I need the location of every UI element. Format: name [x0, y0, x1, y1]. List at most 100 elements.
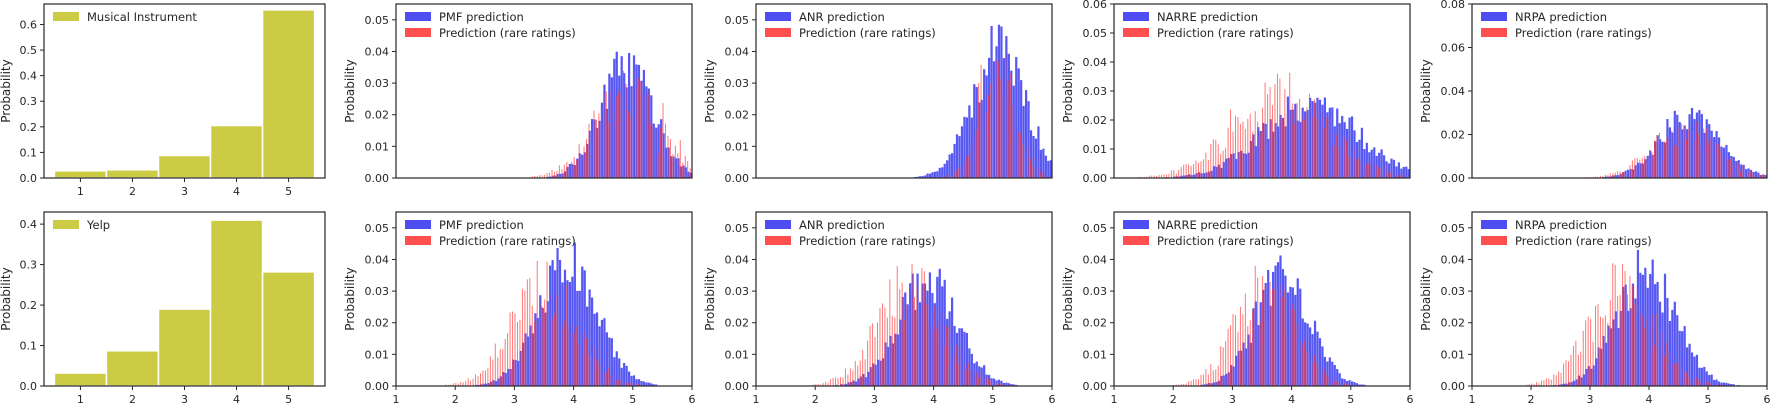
bar-4-s2-16 — [1153, 175, 1155, 178]
bar-10-s2-43 — [1577, 354, 1579, 386]
legend-swatch — [53, 220, 79, 229]
bar-8-s2-58 — [899, 289, 901, 386]
bar-4-s2-63 — [1269, 86, 1271, 178]
bar-5-s2-110 — [1742, 166, 1744, 178]
bar-5-s2-103 — [1725, 157, 1727, 178]
bar-10-s1-84 — [1678, 330, 1681, 386]
xtick-label: 2 — [1170, 393, 1177, 404]
bar-2-s1-85 — [605, 108, 609, 178]
bar-10-s2-62 — [1624, 270, 1626, 386]
bar-10-s1-72 — [1649, 273, 1652, 386]
bar-4-s1-57 — [1254, 146, 1257, 178]
ytick-label: 0.02 — [365, 109, 390, 122]
bar-7-s1-76 — [583, 270, 586, 386]
bar-10-s1-58 — [1614, 311, 1617, 386]
bar-9-s2-46 — [1227, 328, 1229, 386]
bar-7-s1-35 — [482, 383, 485, 386]
bar-9-s2-80 — [1311, 361, 1313, 386]
bar-7-s2-60 — [544, 299, 546, 386]
bar-10-s2-61 — [1622, 263, 1624, 386]
bar-8-s2-28 — [825, 381, 827, 386]
bar-4-s1-86 — [1326, 112, 1329, 178]
bar-3-s1-101 — [1005, 36, 1008, 178]
bar-10-s2-83 — [1676, 363, 1678, 386]
bar-10-s2-101 — [1720, 384, 1722, 386]
bar-4-s2-95 — [1348, 156, 1350, 178]
bar-5-s1-103 — [1725, 144, 1728, 178]
bar-5-s1-57 — [1612, 175, 1615, 178]
bar-3-s2-90 — [978, 83, 980, 178]
bar-9-s1-80 — [1311, 334, 1314, 386]
bar-4-s1-40 — [1212, 166, 1216, 178]
bar-7-s1-93 — [625, 365, 628, 386]
bar-2-s2-104 — [652, 126, 654, 178]
bar-9-s2-33 — [1195, 379, 1197, 386]
xtick-label: 3 — [181, 185, 188, 198]
xtick-label: 2 — [452, 393, 459, 404]
bar-7-s1-78 — [588, 289, 591, 386]
bar-7-s1-83 — [600, 319, 604, 386]
bar-2-s1-61 — [546, 176, 549, 178]
ytick-label: 0.3 — [20, 259, 38, 272]
bar-4-s2-39 — [1210, 144, 1212, 178]
bar-4-s1-112 — [1390, 158, 1393, 178]
bar-10-s2-95 — [1705, 382, 1707, 386]
bar-7-s2-33 — [477, 376, 479, 386]
legend-swatch — [405, 220, 431, 229]
bar-9-s1-89 — [1333, 365, 1336, 386]
bar-8-s1-58 — [899, 319, 902, 386]
bar-9-s1-70 — [1286, 292, 1290, 386]
bar-5-s2-84 — [1678, 127, 1680, 178]
bar-4-s2-48 — [1232, 131, 1234, 178]
bar-10-s2-32 — [1550, 379, 1552, 386]
bar-4-s2-90 — [1336, 133, 1338, 178]
bar-10-s2-45 — [1582, 330, 1584, 386]
ytick-label: 0.05 — [725, 14, 750, 27]
chart-panel-4: 0.00 0.01 0.02 0.03 0.04 0.05 0.06 Probability N… — [1061, 0, 1411, 185]
bar-5-s1-86 — [1683, 125, 1686, 178]
xtick-label: 5 — [1347, 393, 1354, 404]
bar-9-s2-37 — [1205, 368, 1207, 386]
bar-5-s2-61 — [1622, 171, 1624, 178]
bar-5-s1-88 — [1688, 114, 1691, 178]
bar-2-s1-66 — [558, 173, 562, 178]
bar-7-s1-69 — [566, 280, 569, 386]
bar-9-s2-83 — [1318, 365, 1320, 386]
bar-8-s1-39 — [852, 380, 855, 386]
legend-label: Prediction (rare ratings) — [1515, 234, 1652, 248]
bar-4-s1-63 — [1269, 119, 1272, 178]
bar-4-s2-59 — [1259, 132, 1261, 178]
bar-4-s1-74 — [1296, 120, 1299, 178]
bar-8-s2-97 — [995, 382, 997, 386]
bar-7-s2-94 — [627, 382, 629, 386]
bar-8-s1-95 — [990, 378, 993, 386]
bar-3-s2-96 — [992, 82, 994, 178]
bar-7-s2-92 — [623, 381, 625, 386]
bar-9-s2-35 — [1200, 374, 1202, 386]
bar-3-s2-78 — [948, 175, 950, 178]
bar-9-s1-100 — [1360, 384, 1364, 386]
bar-9-s2-56 — [1252, 309, 1254, 386]
bar-7-s1-40 — [494, 381, 498, 386]
bar-3-s2-99 — [1000, 78, 1002, 178]
bar-5-s2-62 — [1624, 171, 1626, 178]
bar-4-s2-57 — [1254, 111, 1256, 178]
bar-10-s2-55 — [1607, 322, 1609, 386]
bar-7-s1-82 — [598, 326, 601, 386]
bar-8-s1-56 — [894, 333, 897, 386]
legend-label: NARRE prediction — [1157, 10, 1258, 24]
bar-8-s2-55 — [891, 315, 893, 386]
legend-swatch — [1481, 236, 1507, 245]
bar-10-s2-30 — [1545, 378, 1547, 386]
bar-4-s2-56 — [1252, 131, 1254, 178]
ytick-label: 0.05 — [1083, 27, 1108, 40]
bar-5-s1-90 — [1693, 119, 1696, 178]
bar-10-s2-59 — [1617, 296, 1619, 386]
bar-8-s2-67 — [921, 267, 923, 386]
bar-3-s2-101 — [1005, 55, 1007, 178]
bar-2-s2-82 — [598, 113, 600, 178]
bar-7-s1-48 — [514, 360, 517, 386]
bar-8-s1-68 — [923, 283, 927, 386]
bar-4-s1-32 — [1193, 174, 1196, 178]
bar-10-s2-56 — [1609, 300, 1611, 386]
